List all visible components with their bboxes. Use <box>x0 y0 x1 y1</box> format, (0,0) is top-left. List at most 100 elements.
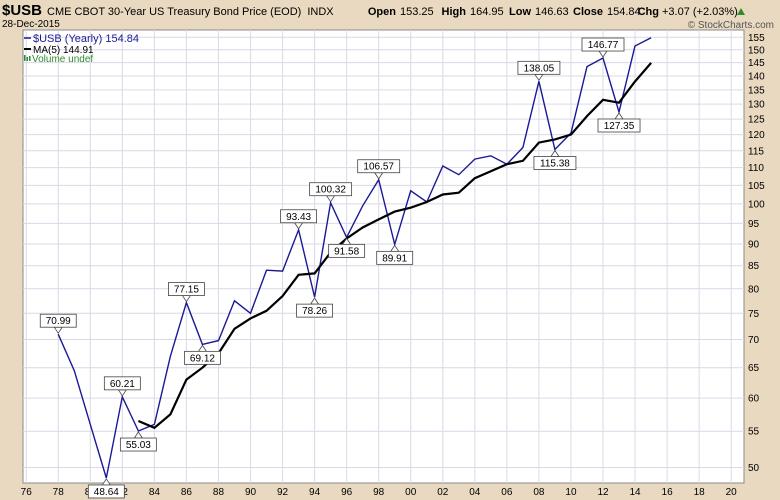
x-tick-label: 90 <box>245 487 257 498</box>
svg-text:106.57: 106.57 <box>363 162 394 173</box>
y-tick-label: 50 <box>748 463 760 474</box>
svg-text:91.58: 91.58 <box>334 246 359 257</box>
x-tick-label: 94 <box>309 487 321 498</box>
legend-ma: MA(5) 144.91 <box>33 45 94 56</box>
y-tick-label: 60 <box>748 394 760 405</box>
y-tick-label: 140 <box>748 71 765 82</box>
y-tick-label: 90 <box>748 239 760 250</box>
high-value: 164.95 <box>470 6 504 18</box>
svg-text:70.99: 70.99 <box>46 316 71 327</box>
y-tick-label: 85 <box>748 261 760 272</box>
x-tick-label: 12 <box>597 487 609 498</box>
data-label: 77.15 <box>168 282 205 303</box>
y-tick-label: 55 <box>748 427 760 438</box>
svg-text:77.15: 77.15 <box>174 285 199 296</box>
series-lines <box>57 37 652 479</box>
x-tick-label: 86 <box>181 487 193 498</box>
chart-description: CME CBOT 30-Year US Treasury Bond Price … <box>47 6 301 18</box>
data-label: 146.77 <box>581 37 625 58</box>
y-tick-label: 70 <box>748 335 760 346</box>
data-label: 60.21 <box>103 376 141 397</box>
data-label: 93.43 <box>280 209 317 230</box>
svg-text:60.21: 60.21 <box>110 379 135 390</box>
close-label: Close <box>573 6 603 18</box>
data-label: 100.32 <box>309 182 353 203</box>
svg-text:100.32: 100.32 <box>315 185 346 196</box>
data-label: 48.64 <box>87 478 125 499</box>
open-value: 153.25 <box>400 6 434 18</box>
x-tick-label: 92 <box>277 487 289 498</box>
data-label: 127.35 <box>597 112 641 133</box>
low-label: Low <box>509 6 531 18</box>
svg-text:93.43: 93.43 <box>286 212 311 223</box>
y-tick-label: 65 <box>748 363 760 374</box>
watermark: © StockCharts.com <box>688 20 774 31</box>
x-tick-label: 88 <box>213 487 225 498</box>
ma-line <box>137 62 652 430</box>
data-label: 138.05 <box>517 60 561 82</box>
x-tick-label: 08 <box>533 487 545 498</box>
data-label: 70.99 <box>39 313 77 334</box>
chg-value: +3.07 (+2.03%) <box>662 6 738 18</box>
svg-text:48.64: 48.64 <box>94 487 119 498</box>
high-label: High <box>442 6 467 18</box>
data-label: 115.38 <box>533 149 577 170</box>
y-tick-label: 115 <box>748 146 764 157</box>
x-tick-label: 98 <box>373 487 385 498</box>
open-label: Open <box>368 6 396 18</box>
volume-icon <box>24 55 31 61</box>
y-tick-label: 150 <box>748 45 765 56</box>
svg-text:78.26: 78.26 <box>302 306 327 317</box>
x-tick-label: 16 <box>662 487 674 498</box>
y-tick-label: 95 <box>748 219 760 230</box>
close-value: 154.84 <box>607 6 641 18</box>
chart-symbol: $USB <box>2 2 42 19</box>
svg-text:55.03: 55.03 <box>126 440 151 451</box>
data-label: 78.26 <box>296 297 334 318</box>
y-tick-label: 120 <box>748 130 765 141</box>
x-tick-label: 14 <box>629 487 641 498</box>
data-label: 106.57 <box>357 159 401 180</box>
x-tick-label: 06 <box>501 487 513 498</box>
x-tick-label: 78 <box>53 487 65 498</box>
data-annotations: 70.99 48.64 60.21 55.03 77.15 69.12 93.43 78.26… <box>39 37 641 499</box>
legend: $USB (Yearly) 154.84 MA(5) 144.91 Volume… <box>24 33 139 65</box>
svg-text:69.12: 69.12 <box>190 353 215 364</box>
data-label: 69.12 <box>184 344 221 365</box>
y-tick-label: 125 <box>748 115 765 126</box>
axis-ticks: 50 55 60 65 70 75 80 85 90 95 100 105 110 115 120 125 13… <box>21 33 765 498</box>
chart-date: 28-Dec-2015 <box>2 19 60 30</box>
chg-label: Chg <box>638 6 659 18</box>
up-arrow-icon <box>737 8 745 15</box>
legend-price: $USB (Yearly) 154.84 <box>33 33 139 45</box>
x-tick-label: 00 <box>405 487 417 498</box>
y-tick-label: 80 <box>748 284 760 295</box>
y-tick-label: 155 <box>748 33 765 44</box>
svg-text:138.05: 138.05 <box>524 63 555 74</box>
svg-text:115.38: 115.38 <box>540 159 570 170</box>
y-tick-label: 130 <box>748 100 765 111</box>
svg-text:127.35: 127.35 <box>604 121 635 132</box>
svg-text:89.91: 89.91 <box>382 253 407 264</box>
data-label: 55.03 <box>119 431 157 452</box>
x-tick-label: 84 <box>149 487 161 498</box>
x-tick-label: 18 <box>694 487 706 498</box>
y-tick-label: 75 <box>748 309 760 320</box>
y-tick-label: 145 <box>748 58 765 69</box>
x-tick-label: 10 <box>565 487 577 498</box>
chart-exchange: INDX <box>307 6 334 18</box>
y-tick-label: 135 <box>748 85 765 96</box>
y-tick-label: 100 <box>748 199 765 210</box>
x-tick-label: 96 <box>341 487 353 498</box>
y-tick-label: 110 <box>748 163 764 174</box>
legend-volume: Volume undef <box>32 54 93 65</box>
x-tick-label: 20 <box>726 487 738 498</box>
x-tick-label: 76 <box>21 487 33 498</box>
x-tick-label: 02 <box>437 487 449 498</box>
price-line <box>57 37 652 479</box>
svg-text:146.77: 146.77 <box>588 40 619 51</box>
x-tick-label: 04 <box>469 487 481 498</box>
data-label: 91.58 <box>328 237 366 258</box>
y-tick-label: 105 <box>748 181 765 192</box>
